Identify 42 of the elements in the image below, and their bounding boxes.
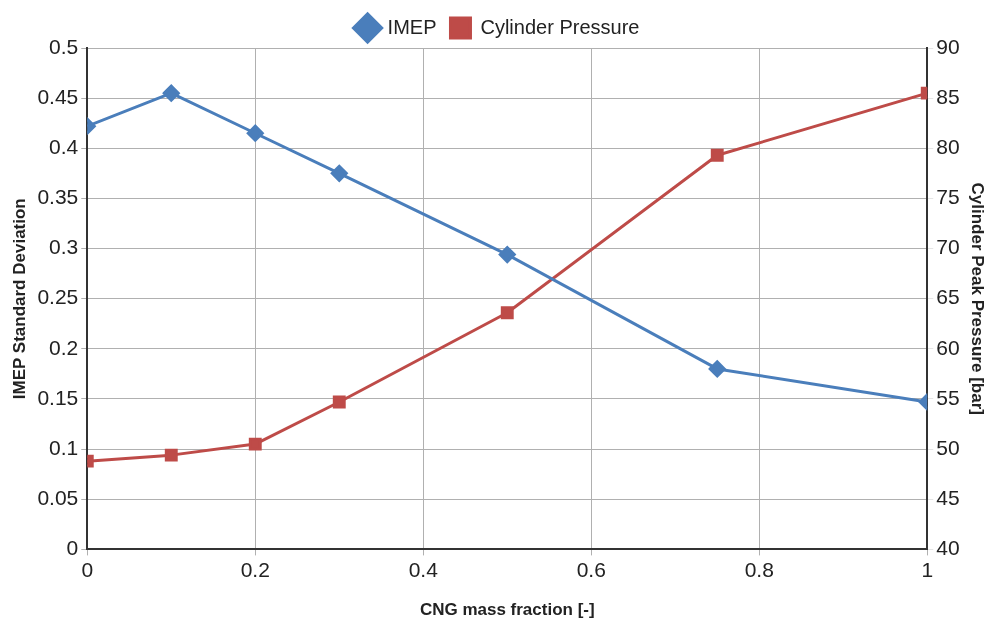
y-tick-label: 0.35	[37, 185, 79, 209]
point	[332, 395, 346, 409]
x-axis-title: CNG mass fraction [-]	[419, 600, 595, 620]
point	[330, 164, 348, 182]
y-axis-title: IMEP Standard Deviation	[9, 198, 29, 400]
y-tick-label: 0.1	[49, 435, 79, 459]
y2-axis-title: Cylinder Peak Pressure [bar]	[968, 182, 988, 415]
y-tick-label: 0	[66, 536, 79, 560]
y2-tick-label: 85	[936, 84, 960, 108]
point	[246, 124, 264, 142]
x-tick-label: 0.6	[576, 557, 606, 581]
legend-label: Cylinder Pressure	[480, 15, 640, 38]
y2-tick-label: 50	[936, 435, 960, 459]
y-tick-label: 0.45	[37, 84, 79, 108]
point	[500, 306, 514, 320]
x-tick-label: 1	[921, 557, 934, 581]
x-tick-label: 0.2	[240, 557, 270, 581]
y-tick-label: 0.3	[49, 235, 79, 259]
y2-tick-label: 55	[936, 385, 960, 409]
y2-tick-label: 65	[936, 285, 960, 309]
point	[248, 437, 262, 451]
y2-tick-label: 60	[936, 335, 960, 359]
y-tick-label: 0.25	[37, 285, 79, 309]
x-tick-label: 0.4	[408, 557, 439, 581]
y2-tick-label: 45	[936, 486, 960, 510]
point	[498, 246, 516, 264]
y2-tick-label: 75	[936, 185, 960, 209]
y2-tick-label: 70	[936, 235, 960, 259]
y2-tick-label: 80	[936, 135, 960, 159]
x-tick-label: 0	[81, 557, 94, 581]
point	[162, 84, 180, 102]
y-tick-label: 0.15	[37, 385, 79, 409]
y-tick-label: 0.5	[49, 34, 79, 58]
y2-tick-label: 90	[936, 34, 960, 58]
legend-label: IMEP	[387, 15, 437, 38]
x-tick-label: 0.8	[744, 557, 774, 581]
y-tick-label: 0.05	[37, 486, 79, 510]
point	[710, 148, 724, 162]
point	[164, 448, 178, 462]
y-tick-label: 0.4	[49, 135, 79, 159]
y-tick-label: 0.2	[49, 335, 79, 359]
y2-tick-label: 40	[936, 536, 960, 560]
